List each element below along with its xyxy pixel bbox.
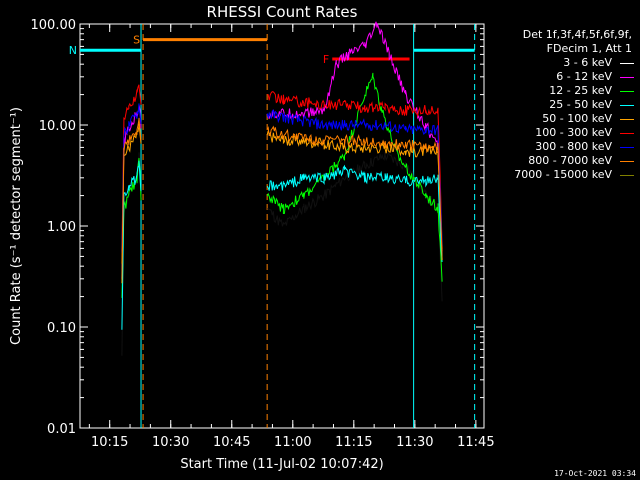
legend-entry-label: 3 - 6 keV bbox=[563, 56, 612, 69]
legend-entry-label: 12 - 25 keV bbox=[549, 84, 612, 97]
legend-entry: 7000 - 15000 keV bbox=[478, 168, 638, 182]
x-tick-label: 11:00 bbox=[274, 435, 311, 450]
legend-header-line-2: FDecim 1, Att 1 bbox=[546, 42, 632, 55]
y-tick-label: 10.00 bbox=[39, 119, 76, 134]
legend-entry-label: 300 - 800 keV bbox=[535, 140, 612, 153]
legend-entry: 12 - 25 keV bbox=[478, 84, 638, 98]
x-tick-label: 10:30 bbox=[152, 435, 189, 450]
legend-entry-swatch bbox=[620, 174, 634, 176]
series-line-7 bbox=[121, 117, 443, 264]
legend-entry: 50 - 100 keV bbox=[478, 112, 638, 126]
x-tick-label: 11:45 bbox=[457, 435, 494, 450]
y-axis-label: Count Rate (s⁻¹ detector segment⁻¹) bbox=[9, 107, 24, 345]
plot-timestamp: 17-Oct-2021 03:34 bbox=[554, 469, 636, 478]
series-line-2 bbox=[121, 72, 443, 298]
legend-entry: 100 - 300 keV bbox=[478, 126, 638, 140]
legend-entry-swatch bbox=[620, 160, 634, 162]
legend-header-line-1: Det 1f,3f,4f,5f,6f,9f, bbox=[522, 28, 632, 41]
y-tick-label: 0.01 bbox=[47, 422, 76, 437]
series-line-6 bbox=[121, 103, 443, 253]
legend-entry-label: 6 - 12 keV bbox=[556, 70, 612, 83]
y-tick-label: 100.00 bbox=[31, 18, 77, 33]
series-line-5 bbox=[121, 84, 443, 252]
legend-entry-swatch bbox=[620, 104, 634, 106]
legend-entry-swatch bbox=[620, 90, 634, 92]
x-axis-label: Start Time (11-Jul-02 10:07:42) bbox=[180, 457, 383, 472]
legend-entry-label: 25 - 50 keV bbox=[549, 98, 612, 111]
x-tick-label: 11:15 bbox=[335, 435, 372, 450]
legend-entry-swatch bbox=[620, 76, 634, 78]
chart-title: RHESSI Count Rates bbox=[207, 3, 358, 21]
series-line-4 bbox=[121, 123, 443, 284]
legend-entry-label: 50 - 100 keV bbox=[542, 112, 612, 125]
legend-entry: 800 - 7000 keV bbox=[478, 154, 638, 168]
x-tick-label: 10:15 bbox=[91, 435, 128, 450]
legend-entry: 25 - 50 keV bbox=[478, 98, 638, 112]
legend-entry: 6 - 12 keV bbox=[478, 70, 638, 84]
marker-label: S bbox=[133, 34, 140, 47]
y-tick-label: 0.10 bbox=[47, 321, 76, 336]
legend-entry: 3 - 6 keV bbox=[478, 56, 638, 70]
x-tick-label: 10:45 bbox=[213, 435, 250, 450]
legend-entry-swatch bbox=[620, 118, 634, 120]
legend-entry-swatch bbox=[620, 146, 634, 148]
legend-entry-label: 100 - 300 keV bbox=[535, 126, 612, 139]
legend-entry-label: 7000 - 15000 keV bbox=[514, 168, 612, 181]
legend-entry-swatch bbox=[620, 62, 634, 64]
legend-entry-swatch bbox=[620, 132, 634, 134]
marker-label: F bbox=[323, 53, 329, 66]
x-tick-label: 11:30 bbox=[396, 435, 433, 450]
legend-entry: 300 - 800 keV bbox=[478, 140, 638, 154]
y-tick-label: 1.00 bbox=[47, 220, 76, 235]
legend-entry-label: 800 - 7000 keV bbox=[528, 154, 612, 167]
series-line-3 bbox=[121, 160, 443, 330]
chart-legend: Det 1f,3f,4f,5f,6f,9f, FDecim 1, Att 1 3… bbox=[478, 28, 638, 182]
marker-label: N bbox=[69, 44, 77, 57]
